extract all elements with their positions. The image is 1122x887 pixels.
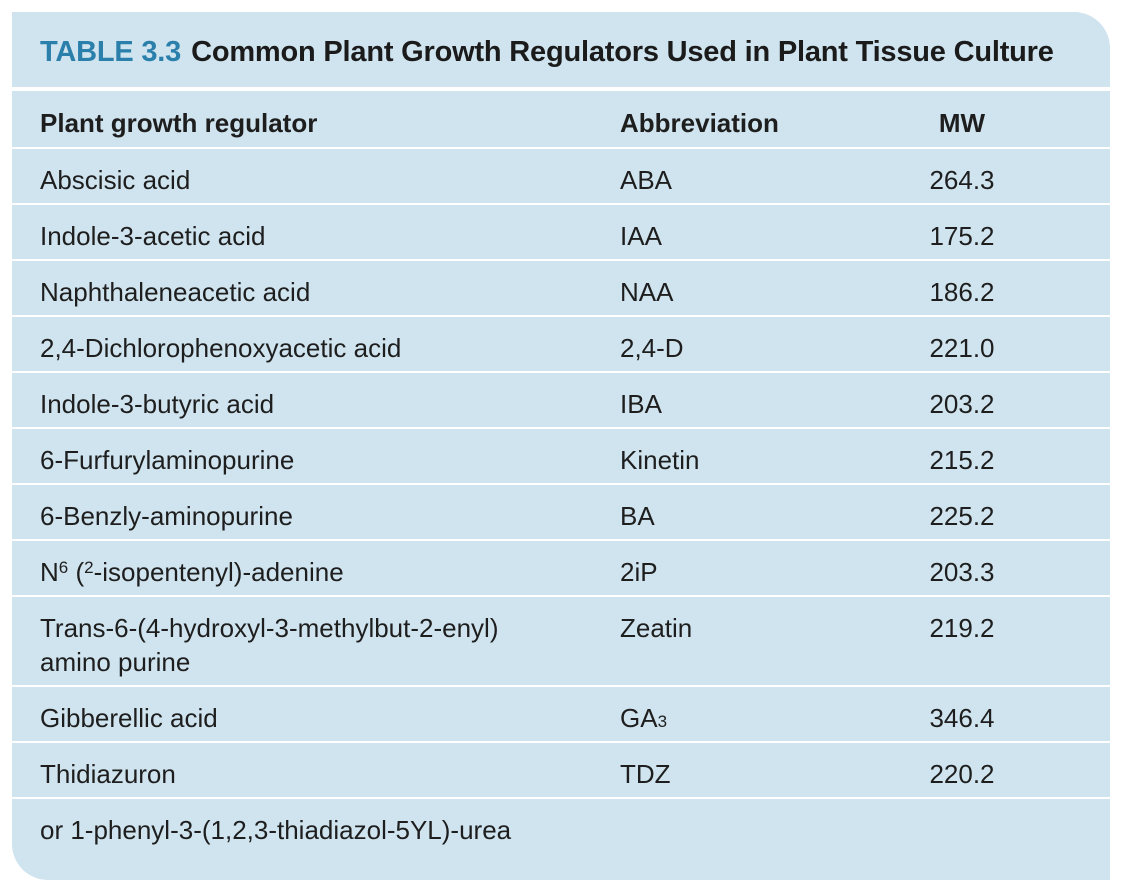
name-middle: (: [68, 557, 85, 587]
table-row: Gibberellic acid GA3 346.4: [12, 687, 1110, 743]
regulator-mw: 346.4: [929, 703, 995, 733]
regulator-name: or 1-phenyl-3-(1,2,3-thiadiazol-5YL)-ure…: [40, 815, 512, 845]
regulator-name: Trans-6-(4-hydroxyl-3-methylbut-2-enyl) a…: [40, 611, 580, 679]
regulator-mw: 215.2: [929, 445, 995, 475]
regulator-abbreviation: NAA: [620, 277, 674, 307]
table-title: TABLE 3.3 Common Plant Growth Regulators …: [40, 36, 1054, 69]
regulator-name: 6-Benzly-aminopurine: [40, 501, 293, 531]
table-row: Naphthaleneacetic acid NAA 186.2: [12, 261, 1110, 317]
regulator-name: Naphthaleneacetic acid: [40, 277, 311, 307]
table-row: or 1-phenyl-3-(1,2,3-thiadiazol-5YL)-ure…: [12, 799, 1110, 855]
regulator-mw: 220.2: [929, 759, 995, 789]
regulator-name: 2,4-Dichlorophenoxyacetic acid: [40, 333, 402, 363]
name-superscript-6: 6: [58, 558, 69, 577]
name-suffix: -isopentenyl)-adenine: [93, 557, 344, 587]
regulator-abbreviation: TDZ: [620, 759, 671, 789]
regulator-abbreviation: 2iP: [620, 557, 658, 587]
title-divider: [12, 87, 1110, 91]
abbr-base: GA: [620, 703, 658, 733]
regulator-name: Gibberellic acid: [40, 703, 218, 733]
name-superscript-2: 2: [84, 558, 94, 577]
table-header-row: Plant growth regulator Abbreviation MW: [12, 91, 1110, 149]
regulator-mw: 264.3: [929, 165, 995, 195]
regulator-abbreviation: GA3: [620, 701, 667, 735]
name-prefix: N: [40, 557, 59, 587]
table-row: Thidiazuron TDZ 220.2: [12, 743, 1110, 799]
header-abbreviation: Abbreviation: [620, 108, 779, 138]
regulator-mw: 203.2: [929, 389, 995, 419]
table-row: Abscisic acid ABA 264.3: [12, 149, 1110, 205]
regulator-mw: 225.2: [929, 501, 995, 531]
table-caption: Common Plant Growth Regulators Used in P…: [191, 36, 1054, 68]
table-row: 6-Benzly-aminopurine BA 225.2: [12, 485, 1110, 541]
abbr-subscript: 3: [657, 712, 668, 731]
regulator-name: 6-Furfurylaminopurine: [40, 445, 295, 475]
regulator-table: Plant growth regulator Abbreviation MW A…: [12, 91, 1110, 855]
regulator-abbreviation: IAA: [620, 221, 662, 251]
regulator-mw: 203.3: [929, 557, 995, 587]
regulator-mw: 186.2: [929, 277, 995, 307]
table-row: 6-Furfurylaminopurine Kinetin 215.2: [12, 429, 1110, 485]
name-line-2: amino purine: [40, 647, 191, 677]
regulator-name: N6 (2-isopentenyl)-adenine: [40, 555, 580, 589]
table-label: TABLE 3.3: [40, 36, 182, 68]
regulator-abbreviation: IBA: [620, 389, 662, 419]
table-row: Indole-3-butyric acid IBA 203.2: [12, 373, 1110, 429]
table-row: Trans-6-(4-hydroxyl-3-methylbut-2-enyl) a…: [12, 597, 1110, 687]
regulator-mw: 175.2: [929, 221, 995, 251]
table-row: Indole-3-acetic acid IAA 175.2: [12, 205, 1110, 261]
regulator-abbreviation: BA: [620, 501, 655, 531]
regulator-name: Abscisic acid: [40, 165, 191, 195]
regulator-mw: 221.0: [929, 333, 995, 363]
regulator-abbreviation: Kinetin: [620, 445, 700, 475]
name-line-1: Trans-6-(4-hydroxyl-3-methylbut-2-enyl): [40, 613, 499, 643]
header-mw: MW: [938, 108, 986, 138]
table-row: N6 (2-isopentenyl)-adenine 2iP 203.3: [12, 541, 1110, 597]
regulator-abbreviation: 2,4-D: [620, 333, 684, 363]
regulator-abbreviation: ABA: [620, 165, 673, 195]
regulator-name: Indole-3-acetic acid: [40, 221, 266, 251]
regulator-name: Indole-3-butyric acid: [40, 389, 275, 419]
regulator-name: Thidiazuron: [40, 759, 176, 789]
regulator-abbreviation: Zeatin: [620, 613, 693, 643]
regulator-mw: 219.2: [929, 613, 995, 643]
header-regulator: Plant growth regulator: [40, 108, 318, 138]
table-card: TABLE 3.3 Common Plant Growth Regulators …: [12, 12, 1110, 880]
table-row: 2,4-Dichlorophenoxyacetic acid 2,4-D 221…: [12, 317, 1110, 373]
